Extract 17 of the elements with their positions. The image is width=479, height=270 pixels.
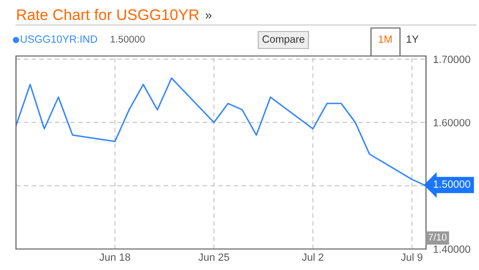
y-tick-label: 1.60000 — [434, 118, 470, 126]
text: 1Y — [406, 36, 419, 43]
text: 1.50000 — [110, 36, 145, 43]
y-tick-label: 1.70000 — [434, 56, 470, 64]
x-tick-label: Jul 2 — [302, 253, 324, 261]
x-tick-label: Jul 9 — [401, 253, 422, 261]
x-tick-label: Jun 25 — [198, 253, 230, 261]
line-series — [16, 77, 426, 186]
text: 1M — [378, 36, 392, 43]
text: » — [206, 13, 212, 18]
x-tick-label: Jun 18 — [99, 253, 130, 261]
text: 7/10 — [428, 233, 447, 241]
y-tick-label: 1.40000 — [434, 246, 470, 253]
text: Compare — [262, 35, 304, 45]
legend-label: USGG10YR:IND — [20, 35, 98, 43]
chart-title: Rate Chart for USGG10YR — [17, 8, 199, 20]
text: 1.50000 — [434, 180, 470, 188]
